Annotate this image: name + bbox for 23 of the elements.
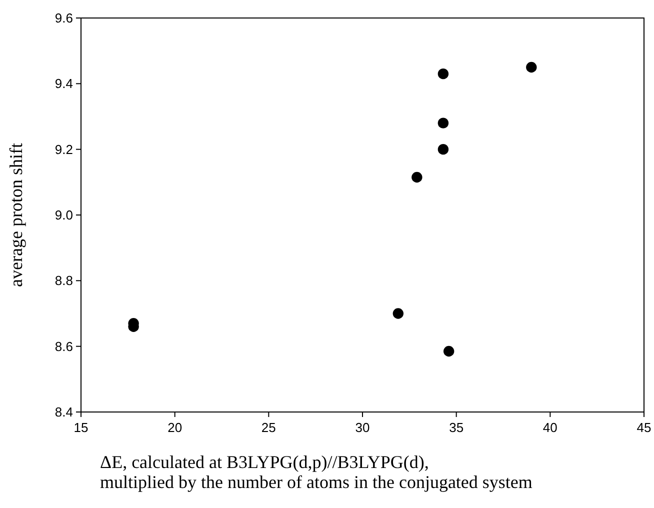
x-tick-label: 35 (449, 420, 464, 435)
x-axis-title: ΔE, calculated at B3LYPG(d,p)//B3LYPG(d), multiplied by the number of atoms in the conjugated system (100, 452, 532, 492)
y-tick-label: 9.6 (54, 10, 73, 26)
y-tick-label: 8.6 (54, 338, 73, 354)
y-tick-label: 9.4 (54, 76, 73, 92)
point (438, 118, 449, 128)
y-tick-label: 9.2 (54, 142, 73, 157)
y-axis-title: average proton shift (6, 143, 26, 287)
point (392, 308, 404, 319)
y-tick-label: 8.8 (54, 273, 73, 288)
x-tick-label: 30 (355, 420, 370, 435)
point (412, 172, 422, 183)
point (438, 144, 449, 155)
point (438, 68, 449, 80)
x-tick-label: 15 (74, 420, 88, 435)
y-tick-label: 9.0 (54, 208, 73, 223)
point (443, 346, 454, 357)
x-tick-label: 20 (168, 420, 182, 435)
x-tick-label: 25 (261, 420, 276, 435)
x-tick-label: 40 (542, 420, 558, 435)
point (526, 62, 537, 73)
y-tick-label: 8.4 (54, 404, 73, 420)
x-tick-label: 45 (636, 420, 652, 435)
